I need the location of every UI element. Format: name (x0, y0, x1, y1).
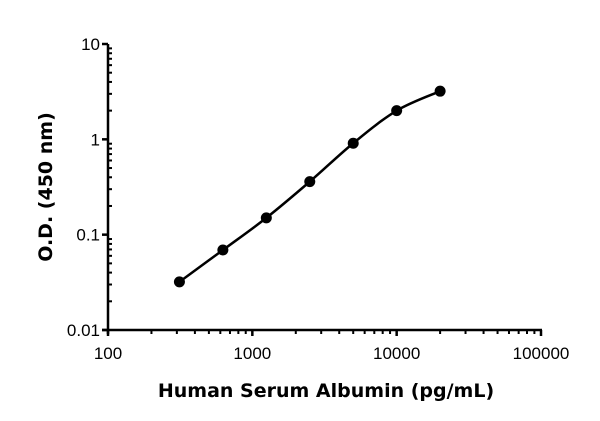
x-tick-label: 100 (94, 344, 122, 363)
data-point (347, 137, 359, 149)
y-axis-ticks: 0.01 0.1 1 10 (67, 35, 112, 340)
data-point (260, 212, 272, 224)
data-point (173, 276, 185, 288)
data-points (173, 85, 446, 288)
axes (102, 44, 542, 334)
x-axis-ticks: 100 1000 10000 100000 (94, 330, 570, 363)
y-tick-label: 1 (91, 130, 100, 149)
y-axis-title: O.D. (450 nm) (35, 112, 57, 262)
y-tick-label: 0.01 (67, 321, 100, 340)
y-tick-label: 10 (81, 35, 100, 54)
x-tick-label: 10000 (373, 344, 420, 363)
x-axis-title: Human Serum Albumin (pg/mL) (158, 380, 494, 402)
data-point (434, 85, 446, 97)
data-point (217, 244, 229, 256)
y-tick-label: 0.1 (76, 226, 100, 245)
x-tick-label: 100000 (513, 344, 570, 363)
data-point (391, 105, 403, 117)
x-tick-label: 1000 (233, 344, 271, 363)
data-point (304, 176, 316, 188)
